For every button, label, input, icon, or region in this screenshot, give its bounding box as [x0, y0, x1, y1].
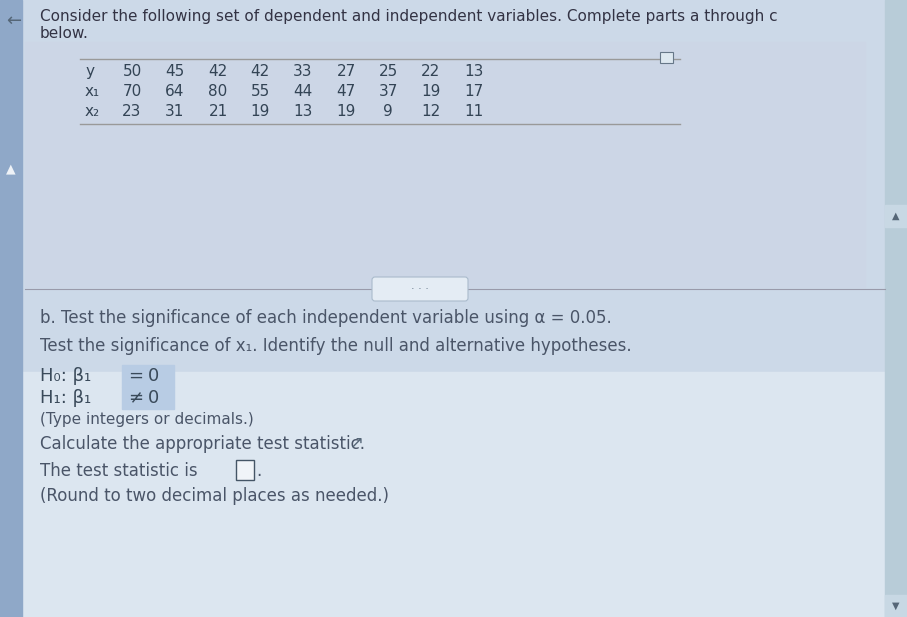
- Text: 11: 11: [464, 104, 483, 119]
- Text: 13: 13: [293, 104, 313, 119]
- Text: 37: 37: [378, 84, 397, 99]
- Text: 44: 44: [293, 84, 313, 99]
- Bar: [122, 387, 174, 409]
- Text: H₀: β₁: H₀: β₁: [40, 367, 92, 385]
- Text: 42: 42: [209, 64, 228, 79]
- Text: 17: 17: [464, 84, 483, 99]
- Text: ▲: ▲: [892, 211, 900, 221]
- Bar: [0, 0, 22, 617]
- Text: 42: 42: [250, 64, 269, 79]
- Text: · · ·: · · ·: [411, 284, 429, 294]
- Text: 64: 64: [165, 84, 185, 99]
- Text: ←: ←: [6, 12, 22, 30]
- Text: 45: 45: [165, 64, 185, 79]
- Text: (Round to two decimal places as needed.): (Round to two decimal places as needed.): [40, 487, 389, 505]
- Text: Calculate the appropriate test statistic.: Calculate the appropriate test statistic…: [40, 435, 365, 453]
- Text: Consider the following set of dependent and independent variables. Complete part: Consider the following set of dependent …: [40, 9, 777, 24]
- Bar: [660, 52, 673, 63]
- Text: 19: 19: [336, 104, 356, 119]
- Bar: [25, 42, 865, 287]
- Text: 19: 19: [422, 84, 441, 99]
- Text: 33: 33: [293, 64, 313, 79]
- Bar: [236, 460, 254, 480]
- Text: ▲: ▲: [6, 162, 15, 175]
- Text: 21: 21: [209, 104, 228, 119]
- Text: 55: 55: [250, 84, 269, 99]
- Text: 27: 27: [336, 64, 356, 79]
- Text: x₁: x₁: [85, 84, 100, 99]
- Text: y: y: [85, 64, 94, 79]
- Text: 80: 80: [209, 84, 228, 99]
- Text: ▼: ▼: [892, 601, 900, 611]
- Text: 12: 12: [422, 104, 441, 119]
- Text: The test statistic is: The test statistic is: [40, 462, 198, 480]
- Text: H₁: β₁: H₁: β₁: [40, 389, 92, 407]
- Text: (Type integers or decimals.): (Type integers or decimals.): [40, 412, 254, 427]
- Text: 50: 50: [122, 64, 141, 79]
- Text: 25: 25: [378, 64, 397, 79]
- Bar: [122, 365, 174, 387]
- Text: 31: 31: [165, 104, 185, 119]
- FancyBboxPatch shape: [372, 277, 468, 301]
- Text: 22: 22: [422, 64, 441, 79]
- Bar: [885, 205, 907, 227]
- Text: below.: below.: [40, 26, 89, 41]
- Text: 13: 13: [464, 64, 483, 79]
- Text: ≠: ≠: [128, 389, 143, 407]
- Text: 0: 0: [148, 367, 160, 385]
- Text: =: =: [128, 367, 143, 385]
- Text: Test the significance of x₁. Identify the null and alternative hypotheses.: Test the significance of x₁. Identify th…: [40, 337, 631, 355]
- Text: ↗: ↗: [350, 433, 364, 451]
- Text: 47: 47: [336, 84, 356, 99]
- Bar: [0, 372, 885, 617]
- Text: b. Test the significance of each independent variable using α = 0.05.: b. Test the significance of each indepen…: [40, 309, 611, 327]
- Bar: [885, 595, 907, 617]
- Text: 19: 19: [250, 104, 269, 119]
- Bar: [885, 0, 907, 617]
- Text: 70: 70: [122, 84, 141, 99]
- Text: x₂: x₂: [85, 104, 100, 119]
- Text: 9: 9: [383, 104, 393, 119]
- Text: 0: 0: [148, 389, 160, 407]
- Text: 23: 23: [122, 104, 141, 119]
- Text: .: .: [256, 462, 261, 480]
